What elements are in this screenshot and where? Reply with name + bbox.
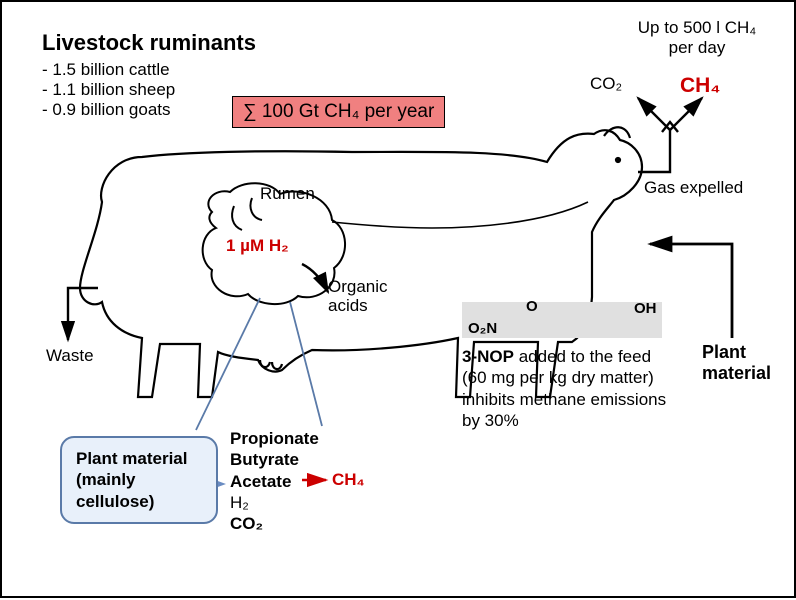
arrow-organic [302, 264, 328, 292]
gas-per-day-l1: Up to 500 l CH₄ [612, 18, 782, 38]
arrow-waste [68, 288, 98, 340]
label-plant-material-in: Plant material [702, 342, 771, 383]
page-title: Livestock ruminants [42, 30, 256, 56]
label-h2-conc: 1 µM H₂ [226, 236, 289, 256]
product-co2: CO₂ [230, 513, 319, 534]
arrow-gas [638, 98, 702, 172]
fermentation-products: Propionate Butyrate Acetate H₂ CO₂ [230, 428, 319, 534]
gas-per-day: Up to 500 l CH₄ per day [612, 18, 782, 58]
fact-goats: - 0.9 billion goats [42, 100, 175, 120]
plant-in-l1: Plant [702, 342, 771, 363]
label-organic-acids: Organic acids [328, 278, 388, 315]
label-organic-l1: Organic [328, 278, 388, 297]
callout-plant-material: Plant material (mainly cellulose) [60, 436, 218, 524]
atom-o-mid: O [526, 298, 538, 315]
callout-l2: (mainly [76, 469, 202, 490]
label-gas-expelled: Gas expelled [644, 178, 743, 198]
facts-list: - 1.5 billion cattle - 1.1 billion sheep… [42, 60, 175, 120]
atom-oh: OH [634, 300, 657, 317]
annual-ch4-highlight: ∑ 100 Gt CH₄ per year [232, 96, 445, 128]
fact-sheep: - 1.1 billion sheep [42, 80, 175, 100]
connector-rumen-products [196, 298, 322, 430]
label-organic-l2: acids [328, 297, 388, 316]
gas-per-day-l2: per day [612, 38, 782, 58]
product-ch4: CH₄ [332, 470, 365, 490]
product-h2: H₂ [230, 492, 319, 513]
callout-l1: Plant material [76, 448, 202, 469]
product-butyrate: Butyrate [230, 449, 319, 470]
callout-l3: cellulose) [76, 491, 202, 512]
atom-o2n: O₂N [468, 320, 497, 337]
product-propionate: Propionate [230, 428, 319, 449]
product-acetate: Acetate [230, 471, 319, 492]
label-waste: Waste [46, 346, 94, 366]
label-ch4: CH₄ [680, 74, 720, 98]
label-rumen: Rumen [260, 184, 315, 204]
arrow-plant-in [650, 244, 732, 338]
plant-in-l2: material [702, 363, 771, 384]
fact-cattle: - 1.5 billion cattle [42, 60, 175, 80]
label-co2: CO₂ [590, 74, 622, 94]
nop-description: 3-NOP added to the feed (60 mg per kg dr… [462, 346, 672, 431]
